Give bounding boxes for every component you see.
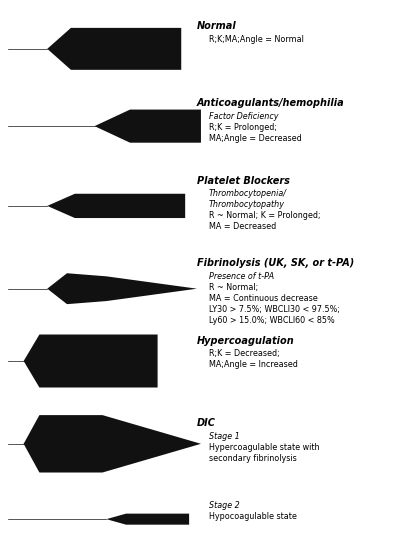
Text: DIC: DIC bbox=[197, 418, 216, 428]
Text: Anticoagulants/hemophilia: Anticoagulants/hemophilia bbox=[197, 98, 345, 108]
Text: Factor Deficiency: Factor Deficiency bbox=[209, 112, 278, 121]
Text: MA;Angle = Increased: MA;Angle = Increased bbox=[209, 360, 298, 369]
Text: Stage 1: Stage 1 bbox=[209, 432, 240, 441]
Text: Thrombocytopathy: Thrombocytopathy bbox=[209, 200, 285, 209]
Text: R ~ Normal;: R ~ Normal; bbox=[209, 283, 258, 292]
Text: Hypercoagulable state with: Hypercoagulable state with bbox=[209, 443, 319, 452]
Polygon shape bbox=[8, 194, 185, 218]
Text: Fibrinolysis (UK, SK, or t-PA): Fibrinolysis (UK, SK, or t-PA) bbox=[197, 258, 354, 268]
Text: Hypercoagulation: Hypercoagulation bbox=[197, 336, 295, 346]
Text: R;K = Prolonged;: R;K = Prolonged; bbox=[209, 123, 277, 132]
Text: secondary fibrinolysis: secondary fibrinolysis bbox=[209, 454, 297, 463]
Polygon shape bbox=[8, 109, 201, 142]
Text: Thrombocytopenia/: Thrombocytopenia/ bbox=[209, 189, 287, 198]
Text: Presence of t-PA: Presence of t-PA bbox=[209, 272, 274, 281]
Text: MA = Decreased: MA = Decreased bbox=[209, 222, 276, 231]
Text: Normal: Normal bbox=[197, 21, 237, 31]
Text: Platelet Blockers: Platelet Blockers bbox=[197, 176, 290, 185]
Polygon shape bbox=[8, 513, 189, 524]
Text: R;K;MA;Angle = Normal: R;K;MA;Angle = Normal bbox=[209, 35, 304, 44]
Text: Ly60 > 15.0%; WBCLI60 < 85%: Ly60 > 15.0%; WBCLI60 < 85% bbox=[209, 316, 335, 325]
Text: LY30 > 7.5%; WBCLI30 < 97.5%;: LY30 > 7.5%; WBCLI30 < 97.5%; bbox=[209, 305, 340, 314]
Text: R ~ Normal; K = Prolonged;: R ~ Normal; K = Prolonged; bbox=[209, 211, 320, 220]
Polygon shape bbox=[8, 335, 158, 388]
Polygon shape bbox=[8, 273, 197, 304]
Polygon shape bbox=[8, 28, 181, 70]
Text: R;K = Decreased;: R;K = Decreased; bbox=[209, 349, 280, 358]
Polygon shape bbox=[8, 415, 201, 473]
Text: MA = Continuous decrease: MA = Continuous decrease bbox=[209, 294, 318, 303]
Text: Stage 2: Stage 2 bbox=[209, 501, 240, 510]
Text: MA;Angle = Decreased: MA;Angle = Decreased bbox=[209, 134, 301, 143]
Text: Hypocoagulable state: Hypocoagulable state bbox=[209, 512, 297, 521]
